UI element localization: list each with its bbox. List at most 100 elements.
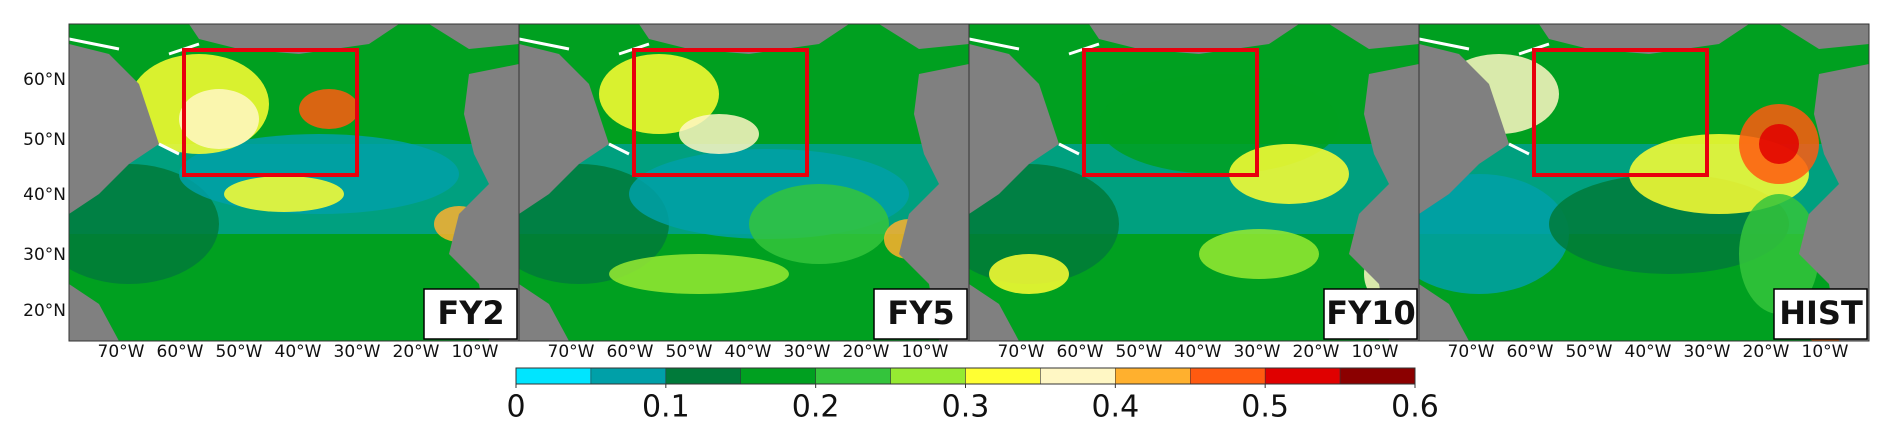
anomaly-patch <box>224 176 344 212</box>
land <box>879 24 969 49</box>
lon-tick-label: 60°W <box>1057 342 1104 362</box>
lon-tick-label: 30°W <box>1684 342 1731 362</box>
land <box>969 44 1059 214</box>
land <box>1539 24 1749 54</box>
land <box>1419 44 1509 214</box>
anomaly-patch <box>989 254 1069 294</box>
land <box>189 24 399 54</box>
lon-tick-label: 70°W <box>998 342 1045 362</box>
lon-tick-label: 70°W <box>548 342 595 362</box>
colorbar-segment <box>1264 367 1341 385</box>
land <box>1329 24 1419 49</box>
lon-tick-label: 50°W <box>1116 342 1163 362</box>
anomaly-patch <box>609 254 789 294</box>
lat-tick-label: 20°N <box>23 301 66 321</box>
lon-tick-label: 10°W <box>902 342 949 362</box>
land <box>69 284 119 341</box>
colorbar-segment <box>515 367 592 385</box>
land <box>429 24 519 49</box>
panel-label: FY10 <box>1326 294 1416 332</box>
lon-tick-label: 30°W <box>334 342 381 362</box>
lat-tick-label: 50°N <box>23 130 66 150</box>
panel-label: FY5 <box>887 294 954 332</box>
land <box>1089 24 1299 54</box>
land <box>969 284 1019 341</box>
colorbar-segment <box>590 367 667 385</box>
lon-tick-label: 50°W <box>1566 342 1613 362</box>
region-box <box>182 48 359 177</box>
map-field <box>969 24 1419 341</box>
panel-label: FY2 <box>437 294 504 332</box>
colorbar-tick-label: 0.4 <box>1091 390 1139 425</box>
colorbar-tick-label: 0.1 <box>642 390 690 425</box>
panel-label-box <box>423 288 518 340</box>
anomaly-patch <box>1739 194 1819 314</box>
colorbar-segment <box>740 367 816 385</box>
panel-label-box <box>1323 288 1418 340</box>
lon-tick-label: 10°W <box>1802 342 1849 362</box>
region-box <box>632 48 809 177</box>
colorbar-tick-label: 0.5 <box>1241 390 1289 425</box>
map-panel: FY2 <box>68 23 520 342</box>
colorbar-tick-label: 0.2 <box>792 390 840 425</box>
anomaly-patch <box>969 164 1119 284</box>
map-panel: FY10 <box>968 23 1420 342</box>
colorbar-segment <box>1190 367 1266 385</box>
anomaly-patch <box>179 89 259 149</box>
lon-tick-label: 10°W <box>452 342 499 362</box>
lon-tick-label: 60°W <box>607 342 654 362</box>
lon-tick-label: 20°W <box>1743 342 1790 362</box>
colorbar-segment <box>890 367 966 385</box>
land <box>1779 24 1869 49</box>
map-panel: FY5 <box>518 23 970 342</box>
colorbar-tick-label: 0.6 <box>1391 390 1439 425</box>
lon-tick-label: 40°W <box>1625 342 1672 362</box>
lon-tick-label: 40°W <box>275 342 322 362</box>
land <box>519 44 609 214</box>
panel-label-box <box>1773 288 1868 340</box>
land <box>69 44 159 214</box>
lat-tick-label: 40°N <box>23 185 66 205</box>
lon-tick-label: 50°W <box>666 342 713 362</box>
colorbar-tick-label: 0.3 <box>942 390 990 425</box>
lon-tick-label: 10°W <box>1352 342 1399 362</box>
map-field <box>519 24 969 341</box>
land <box>519 284 569 341</box>
lon-tick-label: 70°W <box>1448 342 1495 362</box>
panel-label: HIST <box>1779 294 1863 332</box>
anomaly-patch <box>679 114 759 154</box>
anomaly-patch <box>749 184 889 264</box>
land <box>1419 284 1469 341</box>
anomaly-patch <box>1199 229 1319 279</box>
panel-label-box <box>873 288 968 340</box>
colorbar-segment <box>965 367 1041 385</box>
anomaly-patch <box>599 54 719 134</box>
lon-tick-label: 40°W <box>1175 342 1222 362</box>
map-panel: HIST <box>1418 23 1870 342</box>
land <box>449 64 519 341</box>
colorbar-segment <box>1040 367 1116 385</box>
anomaly-patch <box>1759 124 1799 164</box>
lon-tick-label: 60°W <box>157 342 204 362</box>
lon-tick-label: 30°W <box>1234 342 1281 362</box>
lon-tick-label: 20°W <box>843 342 890 362</box>
colorbar-segment <box>1339 367 1416 385</box>
lon-tick-label: 60°W <box>1507 342 1554 362</box>
colorbar-segment <box>665 367 741 385</box>
anomaly-patch <box>69 164 219 284</box>
lon-tick-label: 20°W <box>1293 342 1340 362</box>
anomaly-patch <box>1419 174 1569 294</box>
land <box>1799 64 1869 341</box>
colorbar-segment <box>1115 367 1191 385</box>
colorbar-tick-label: 0 <box>506 390 525 425</box>
colorbar-segment <box>815 367 891 385</box>
region-box <box>1532 48 1709 177</box>
lat-tick-label: 30°N <box>23 245 66 265</box>
lon-tick-label: 40°W <box>725 342 772 362</box>
lon-tick-label: 20°W <box>393 342 440 362</box>
lon-tick-label: 50°W <box>216 342 263 362</box>
land <box>1349 64 1419 341</box>
map-field <box>69 24 519 341</box>
region-box <box>1082 48 1259 177</box>
lat-tick-label: 60°N <box>23 70 66 90</box>
